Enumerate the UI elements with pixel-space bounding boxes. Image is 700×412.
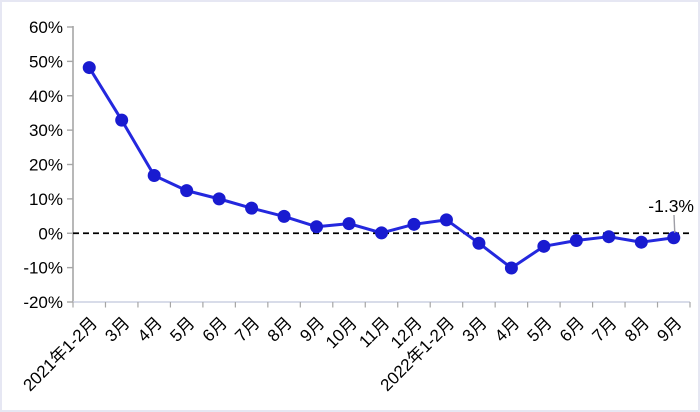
y-tick-label: 20%: [29, 156, 63, 175]
x-tick-label: 9月: [653, 313, 685, 345]
y-tick-label: -10%: [23, 259, 63, 278]
x-tick-label: 6月: [556, 313, 588, 345]
y-tick-labels: 60% 50% 40% 30% 20% 10% 0% -10% -20%: [23, 18, 63, 312]
y-tick-label: 10%: [29, 190, 63, 209]
data-point-marker: [407, 217, 421, 231]
x-tick-label: 5月: [166, 313, 198, 345]
x-tick-label: 7月: [588, 313, 620, 345]
data-point-marker: [115, 113, 129, 127]
data-point-marker: [82, 61, 96, 75]
x-tick-label: 11月: [355, 313, 393, 351]
data-point-marker: [569, 233, 583, 247]
data-point-marker: [602, 230, 616, 244]
x-tick-label: 3月: [101, 313, 133, 345]
data-point-marker: [180, 184, 194, 198]
annotation-label: -1.3%: [648, 196, 694, 216]
x-tick-label: 3月: [459, 313, 491, 345]
y-tick-label: 0%: [38, 224, 63, 243]
x-tick-label: 4月: [134, 313, 166, 345]
y-tick-label: 40%: [29, 87, 63, 106]
data-point-marker: [634, 235, 648, 249]
x-tick-labels: 2021年1-2月 3月 4月 5月 6月 7月 8月 9月10月11月12月2022年1-2…: [19, 313, 685, 395]
x-tick-label: 2021年1-2月: [19, 313, 101, 395]
x-tick-label: 8月: [621, 313, 653, 345]
data-point-marker: [277, 209, 291, 223]
data-point-marker: [375, 226, 388, 240]
x-tick-label: 8月: [264, 313, 296, 345]
y-tick-label: -20%: [23, 293, 63, 312]
axes: [67, 26, 691, 308]
annotation: -1.3%: [648, 196, 694, 233]
data-point-marker: [245, 201, 259, 215]
annotation-leader-line: [673, 214, 676, 233]
data-point-marker: [342, 217, 356, 231]
x-tick-label: 4月: [491, 313, 523, 345]
data-point-marker: [310, 220, 324, 234]
data-point-marker: [537, 239, 551, 253]
x-tick-label: 10月: [322, 313, 361, 352]
data-point-marker: [439, 213, 453, 227]
data-point-marker: [504, 261, 518, 275]
data-point-marker: [147, 169, 161, 182]
y-tick-label: 60%: [29, 18, 63, 37]
x-tick-label: 6月: [199, 313, 231, 345]
x-tick-label: 7月: [231, 313, 263, 345]
data-point-marker: [212, 192, 226, 206]
x-tick-label: 5月: [524, 313, 556, 345]
y-tick-label: 50%: [29, 52, 63, 71]
data-point-marker: [472, 236, 486, 250]
y-tick-label: 30%: [29, 121, 63, 140]
data-point-marker: [667, 231, 681, 245]
data-series: [82, 61, 681, 275]
